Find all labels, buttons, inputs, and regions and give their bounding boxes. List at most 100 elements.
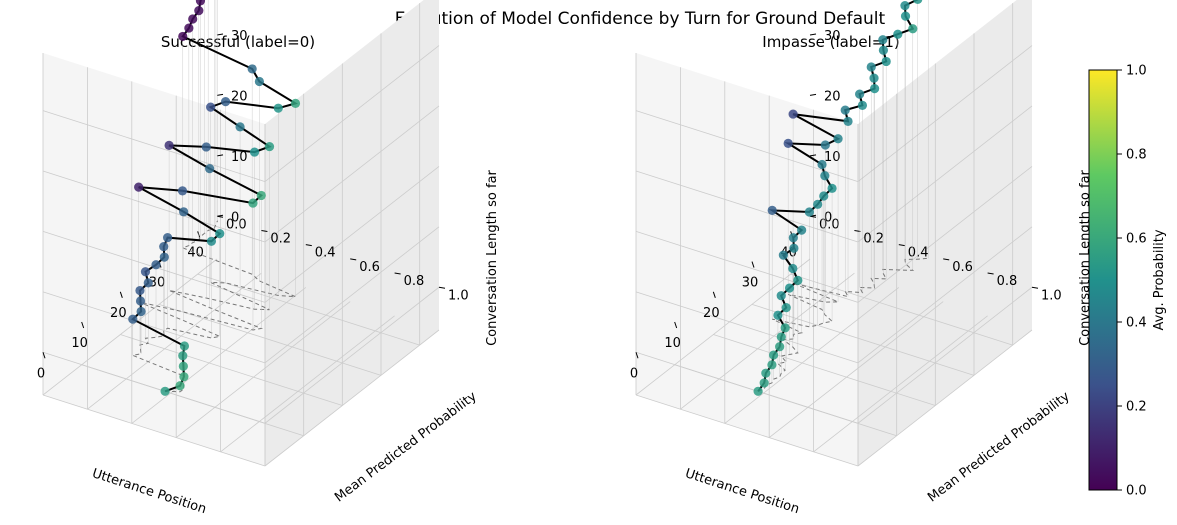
y-tick-label: 1.0 xyxy=(1041,288,1062,303)
back-right-pane xyxy=(858,0,1032,466)
data-point xyxy=(789,109,798,118)
y-tick-label: 1.0 xyxy=(448,288,469,303)
data-point xyxy=(134,183,143,192)
back-right-pane xyxy=(265,0,439,466)
data-point xyxy=(819,191,828,200)
data-point xyxy=(833,134,842,143)
data-point xyxy=(879,46,888,55)
colorbar-tick-label: 0.0 xyxy=(1126,484,1147,499)
data-point xyxy=(161,387,170,396)
x-tick-label: 0 xyxy=(37,366,45,381)
data-point xyxy=(882,57,891,66)
panel-successful: Successful (label=0) 0 10 20 30 40 0.0 0.2 0.4 0… xyxy=(37,0,500,517)
data-point xyxy=(900,1,909,10)
y-tick-label: 0.2 xyxy=(270,231,291,246)
panel-impasse: Impasse (label=1) 0102030400.00.20.40.60… xyxy=(630,0,1093,517)
x-axis-label: Utterance Position xyxy=(90,466,208,517)
figure-title: Evolution of Model Confidence by Turn fo… xyxy=(395,9,886,29)
data-point xyxy=(870,84,879,93)
data-point xyxy=(761,369,770,378)
colorbar-label: Avg. Probability xyxy=(1152,229,1167,330)
z-tick xyxy=(810,94,816,95)
data-point xyxy=(274,104,283,113)
y-tick-label: 0.8 xyxy=(997,274,1018,289)
colorbar-tick-label: 0.8 xyxy=(1126,148,1147,163)
data-point xyxy=(843,117,852,126)
x-tick-label: 20 xyxy=(110,306,127,321)
data-point xyxy=(797,226,806,235)
data-point xyxy=(159,242,168,251)
data-point xyxy=(207,237,216,246)
x-tick-label: 40 xyxy=(187,245,204,260)
z-axis-label: Conversation Length so far xyxy=(485,169,500,345)
data-point xyxy=(773,311,782,320)
data-point xyxy=(789,244,798,253)
colorbar: 0.00.20.40.60.81.0 Avg. Probability xyxy=(1089,64,1167,499)
data-point xyxy=(255,77,264,86)
z-tick-label: 30 xyxy=(824,29,841,44)
data-point xyxy=(141,267,150,276)
data-point xyxy=(215,229,224,238)
data-point xyxy=(760,378,769,387)
data-point xyxy=(788,264,797,273)
z-tick-label: 0 xyxy=(231,210,239,225)
data-point xyxy=(820,171,829,180)
back-left-pane xyxy=(43,53,265,466)
data-point xyxy=(901,12,910,21)
data-point xyxy=(827,184,836,193)
data-point xyxy=(135,286,144,295)
colorbar-tick-label: 0.6 xyxy=(1126,232,1147,247)
data-point xyxy=(178,32,187,41)
data-point xyxy=(151,260,160,269)
data-point xyxy=(789,233,798,242)
y-tick-label: 0.4 xyxy=(315,246,336,261)
data-point xyxy=(265,142,274,151)
data-point xyxy=(291,99,300,108)
data-point xyxy=(779,251,788,260)
data-point xyxy=(858,101,867,110)
data-point xyxy=(205,164,214,173)
y-tick-label: 0.2 xyxy=(863,231,884,246)
data-point xyxy=(160,253,169,262)
data-point xyxy=(805,207,814,216)
data-point xyxy=(867,62,876,71)
data-point xyxy=(179,207,188,216)
data-point xyxy=(178,186,187,195)
data-point xyxy=(817,160,826,169)
data-point xyxy=(196,0,205,5)
data-point xyxy=(784,139,793,148)
data-point xyxy=(184,23,193,32)
data-point xyxy=(878,35,887,44)
y-tick-label: 0.6 xyxy=(952,260,973,275)
data-point xyxy=(257,191,266,200)
x-tick-label: 10 xyxy=(664,336,681,351)
data-point xyxy=(781,323,790,332)
data-point xyxy=(855,90,864,99)
y-axis-label: Mean Predicted Probability xyxy=(332,389,480,506)
data-point xyxy=(775,342,784,351)
colorbar-tick-label: 1.0 xyxy=(1126,64,1147,79)
colorbar-tick-label: 0.4 xyxy=(1126,316,1147,331)
y-tick-label: 0.8 xyxy=(404,274,425,289)
data-point xyxy=(178,351,187,360)
data-point xyxy=(768,206,777,215)
data-point xyxy=(194,6,203,15)
z-tick-label: 20 xyxy=(824,89,841,104)
data-point xyxy=(821,140,830,149)
x-tick-label: 30 xyxy=(742,276,759,291)
x-tick-label: 20 xyxy=(703,306,720,321)
data-point xyxy=(144,278,153,287)
data-point xyxy=(206,103,215,112)
data-point xyxy=(769,350,778,359)
data-point xyxy=(188,14,197,23)
data-point xyxy=(248,198,257,207)
data-point xyxy=(793,276,802,285)
y-tick-label: 0.6 xyxy=(359,260,380,275)
data-point xyxy=(777,291,786,300)
data-point xyxy=(202,142,211,151)
data-point xyxy=(137,307,146,316)
x-tick-label: 10 xyxy=(71,336,88,351)
z-tick-label: 30 xyxy=(231,29,248,44)
z-tick xyxy=(217,94,223,95)
